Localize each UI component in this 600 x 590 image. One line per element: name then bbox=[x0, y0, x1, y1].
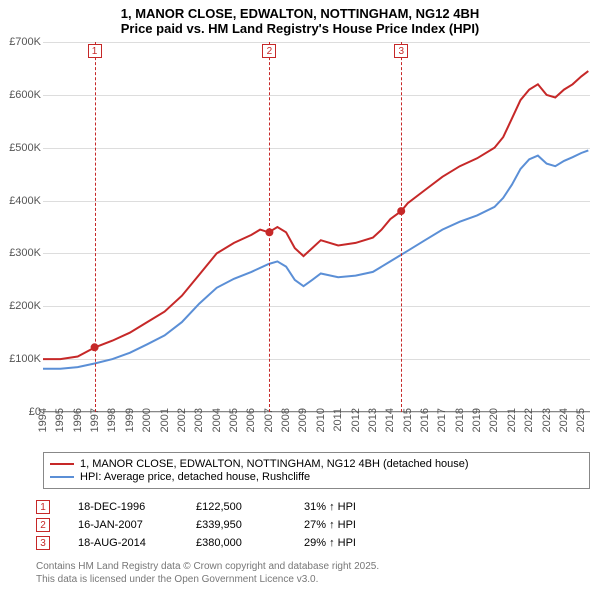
sale-row-2: 3 18-AUG-2014 £380,000 29% ↑ HPI bbox=[36, 536, 394, 550]
sale-marker-box: 3 bbox=[394, 44, 408, 58]
y-tick-label: £300K bbox=[0, 247, 41, 259]
legend-item-1: HPI: Average price, detached house, Rush… bbox=[50, 471, 583, 483]
sale-price-1: £339,950 bbox=[196, 519, 276, 531]
y-tick-label: £100K bbox=[0, 353, 41, 365]
sale-num-0: 1 bbox=[36, 500, 50, 514]
sale-price-0: £122,500 bbox=[196, 501, 276, 513]
y-tick-label: £0 bbox=[0, 406, 41, 418]
sale-delta-0: 31% ↑ HPI bbox=[304, 501, 394, 513]
footer-line-2: This data is licensed under the Open Gov… bbox=[36, 574, 379, 587]
legend-swatch-1 bbox=[50, 476, 74, 478]
sale-marker-vline bbox=[269, 42, 270, 412]
y-tick-label: £700K bbox=[0, 36, 41, 48]
legend-item-0: 1, MANOR CLOSE, EDWALTON, NOTTINGHAM, NG… bbox=[50, 458, 583, 470]
sale-row-1: 2 16-JAN-2007 £339,950 27% ↑ HPI bbox=[36, 518, 394, 532]
y-tick-label: £400K bbox=[0, 195, 41, 207]
legend-label-0: 1, MANOR CLOSE, EDWALTON, NOTTINGHAM, NG… bbox=[80, 458, 469, 470]
sale-num-1: 2 bbox=[36, 518, 50, 532]
sale-delta-2: 29% ↑ HPI bbox=[304, 537, 394, 549]
sale-date-1: 16-JAN-2007 bbox=[78, 519, 168, 531]
sales-table: 1 18-DEC-1996 £122,500 31% ↑ HPI 2 16-JA… bbox=[36, 496, 394, 554]
sale-marker-vline bbox=[401, 42, 402, 412]
y-tick-label: £200K bbox=[0, 300, 41, 312]
series-line-0 bbox=[43, 71, 588, 359]
chart-titles: 1, MANOR CLOSE, EDWALTON, NOTTINGHAM, NG… bbox=[0, 0, 600, 36]
sale-marker-vline bbox=[95, 42, 96, 412]
sale-row-0: 1 18-DEC-1996 £122,500 31% ↑ HPI bbox=[36, 500, 394, 514]
chart-plot-area: £0£100K£200K£300K£400K£500K£600K£700K199… bbox=[43, 42, 590, 412]
legend-box: 1, MANOR CLOSE, EDWALTON, NOTTINGHAM, NG… bbox=[43, 452, 590, 489]
sale-num-2: 3 bbox=[36, 536, 50, 550]
y-tick-label: £600K bbox=[0, 89, 41, 101]
title-line-1: 1, MANOR CLOSE, EDWALTON, NOTTINGHAM, NG… bbox=[0, 6, 600, 21]
footer-line-1: Contains HM Land Registry data © Crown c… bbox=[36, 561, 379, 574]
title-line-2: Price paid vs. HM Land Registry's House … bbox=[0, 21, 600, 36]
sale-marker-box: 1 bbox=[88, 44, 102, 58]
sale-date-0: 18-DEC-1996 bbox=[78, 501, 168, 513]
chart-container: 1, MANOR CLOSE, EDWALTON, NOTTINGHAM, NG… bbox=[0, 0, 600, 590]
chart-svg bbox=[43, 42, 590, 412]
legend-swatch-0 bbox=[50, 463, 74, 465]
sale-marker-box: 2 bbox=[262, 44, 276, 58]
y-tick-label: £500K bbox=[0, 142, 41, 154]
sale-date-2: 18-AUG-2014 bbox=[78, 537, 168, 549]
sale-delta-1: 27% ↑ HPI bbox=[304, 519, 394, 531]
footer-attribution: Contains HM Land Registry data © Crown c… bbox=[36, 561, 379, 586]
legend-label-1: HPI: Average price, detached house, Rush… bbox=[80, 471, 310, 483]
sale-price-2: £380,000 bbox=[196, 537, 276, 549]
